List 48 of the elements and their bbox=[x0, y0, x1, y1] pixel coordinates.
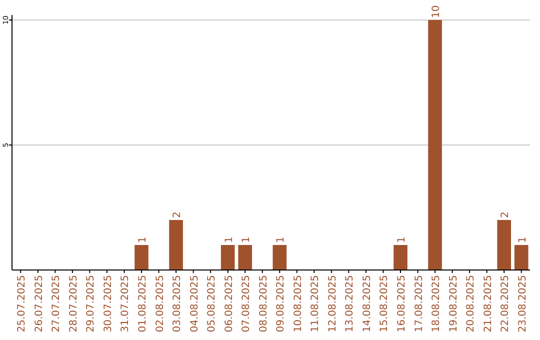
data-label: 1 bbox=[276, 236, 287, 243]
bar bbox=[272, 245, 287, 270]
bar bbox=[394, 245, 408, 270]
data-label: 1 bbox=[396, 236, 408, 243]
x-tick-label: 28.07.2025 bbox=[68, 275, 80, 332]
x-tick-label: 02.08.2025 bbox=[154, 275, 166, 332]
x-tick-label: 08.08.2025 bbox=[258, 275, 270, 332]
x-tick-label: 09.08.2025 bbox=[276, 275, 287, 332]
x-tick-label: 10.08.2025 bbox=[292, 275, 304, 332]
bar bbox=[220, 245, 235, 270]
x-tick-label: 20.08.2025 bbox=[466, 275, 477, 332]
x-tick-label: 19.08.2025 bbox=[448, 275, 460, 332]
data-label: 2 bbox=[500, 212, 512, 218]
x-tick-label: 18.08.2025 bbox=[431, 275, 442, 332]
x-tick-label: 21.08.2025 bbox=[482, 275, 494, 332]
bar bbox=[428, 20, 442, 270]
x-tick-label: 15.08.2025 bbox=[379, 275, 390, 332]
x-tick-label: 13.08.2025 bbox=[344, 275, 356, 332]
x-tick-label: 06.08.2025 bbox=[224, 275, 235, 332]
bar bbox=[238, 245, 252, 270]
bar bbox=[497, 220, 512, 270]
data-label: 10 bbox=[431, 5, 442, 18]
x-tick-label: 29.07.2025 bbox=[86, 275, 97, 332]
x-tick-label: 05.08.2025 bbox=[206, 275, 218, 332]
data-label: 1 bbox=[517, 236, 528, 243]
x-tick-label: 03.08.2025 bbox=[172, 275, 184, 332]
bar bbox=[169, 220, 183, 270]
x-tick-label: 27.07.2025 bbox=[51, 275, 62, 332]
data-label: 2 bbox=[172, 212, 184, 218]
x-tick-label: 12.08.2025 bbox=[327, 275, 338, 332]
bar bbox=[134, 245, 148, 270]
x-tick-label: 25.07.2025 bbox=[16, 275, 28, 332]
data-label: 1 bbox=[241, 236, 252, 243]
x-tick-label: 26.07.2025 bbox=[34, 275, 45, 332]
data-label: 1 bbox=[138, 236, 148, 243]
x-tick-label: 17.08.2025 bbox=[414, 275, 425, 332]
x-tick-label: 30.07.2025 bbox=[102, 275, 114, 332]
data-label: 1 bbox=[224, 236, 235, 243]
x-tick-label: 22.08.2025 bbox=[500, 275, 512, 332]
x-tick-label: 16.08.2025 bbox=[396, 275, 408, 332]
x-tick-label: 01.08.2025 bbox=[138, 275, 148, 332]
x-tick-label: 14.08.2025 bbox=[362, 275, 373, 332]
x-tick-label: 31.07.2025 bbox=[120, 275, 132, 332]
x-tick-label: 04.08.2025 bbox=[189, 275, 200, 332]
x-tick-label: 07.08.2025 bbox=[241, 275, 252, 332]
x-tick-label: 23.08.2025 bbox=[517, 275, 528, 332]
bar bbox=[514, 245, 528, 270]
x-tick-label: 11.08.2025 bbox=[310, 275, 322, 332]
